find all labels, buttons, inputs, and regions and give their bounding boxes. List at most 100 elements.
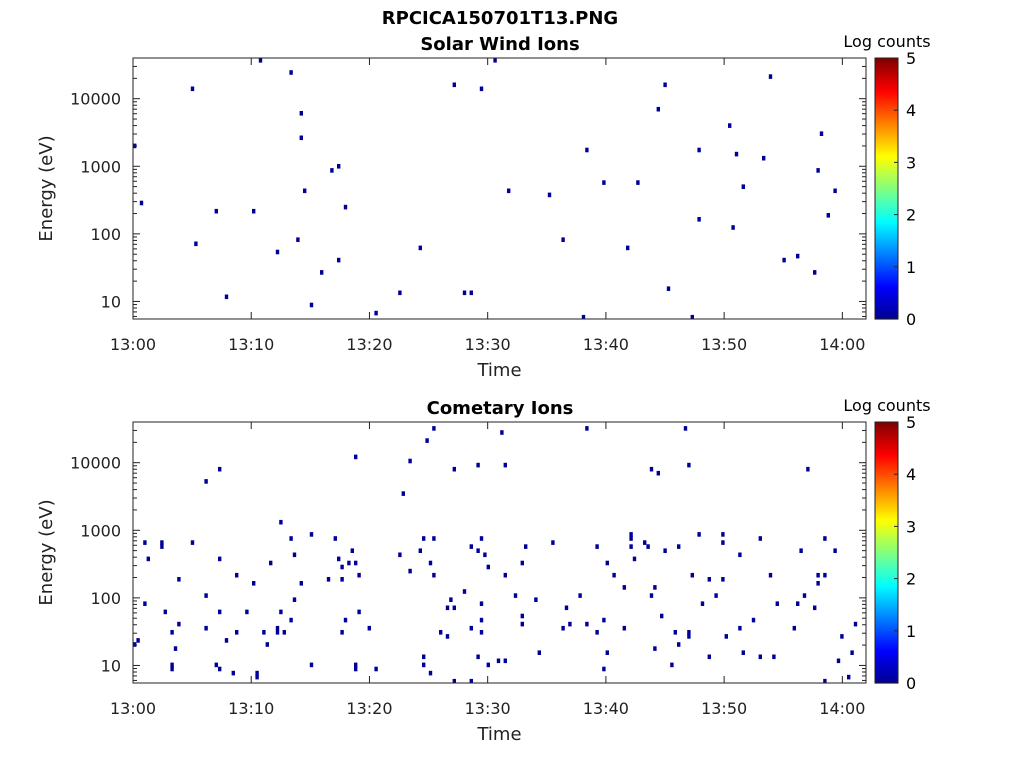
- colorbar-segment: [875, 545, 898, 549]
- colorbar-label: Log counts: [843, 32, 930, 51]
- colorbar-segment: [875, 203, 898, 207]
- heatmap-cell: [255, 674, 259, 680]
- colorbar-segment: [875, 131, 898, 135]
- colorbar-segment: [875, 94, 898, 98]
- heatmap-cell: [738, 552, 742, 558]
- heatmap-cell: [476, 548, 480, 553]
- colorbar-segment: [875, 279, 898, 283]
- heatmap-cell: [632, 556, 637, 562]
- heatmap-cell: [840, 634, 844, 639]
- colorbar-segment: [875, 430, 898, 434]
- heatmap-cell: [700, 601, 705, 606]
- heatmap-cell: [629, 532, 633, 537]
- x-tick-label: 14:00: [819, 335, 865, 354]
- colorbar-segment: [875, 445, 898, 449]
- colorbar-segment: [875, 580, 898, 584]
- heatmap-cell: [687, 634, 691, 639]
- colorbar-segment: [875, 667, 898, 671]
- heatmap-cell: [218, 666, 222, 672]
- colorbar-segment: [875, 450, 898, 454]
- colorbar-segment: [875, 223, 898, 227]
- colorbar-segment: [875, 615, 898, 619]
- heatmap-cell: [190, 540, 195, 545]
- heatmap-cell: [422, 654, 426, 660]
- colorbar-segment: [875, 552, 898, 556]
- colorbar-segment: [875, 284, 898, 287]
- colorbar-segment: [875, 177, 898, 181]
- heatmap-cell: [452, 678, 456, 684]
- heatmap-cell: [819, 131, 824, 136]
- x-tick-label: 13:20: [346, 699, 392, 718]
- heatmap-cell: [340, 564, 344, 570]
- colorbar-segment: [875, 155, 898, 159]
- colorbar-segment: [875, 456, 898, 460]
- heatmap-cell: [173, 646, 178, 651]
- colorbar-segment: [875, 171, 898, 174]
- heatmap-cell: [585, 621, 589, 627]
- colorbar-segment: [875, 650, 898, 654]
- heatmap-cell: [258, 58, 263, 63]
- heatmap-cell: [758, 536, 762, 541]
- heatmap-cell: [762, 155, 766, 161]
- colorbar-tick-label: 0: [906, 674, 916, 693]
- heatmap-cell: [326, 577, 331, 582]
- heatmap-cell: [439, 630, 443, 635]
- heatmap-cell: [479, 536, 484, 541]
- x-axis-label: Time: [476, 724, 521, 745]
- panel-title: Cometary Ions: [427, 398, 574, 419]
- heatmap-cell: [357, 609, 361, 615]
- colorbar-segment: [875, 563, 898, 567]
- colorbar-segment: [875, 517, 898, 521]
- heatmap-cell: [299, 111, 303, 116]
- colorbar-segment: [875, 134, 898, 137]
- colorbar-segment: [875, 646, 898, 649]
- colorbar-segment: [875, 435, 898, 438]
- colorbar-segment: [875, 297, 898, 301]
- heatmap-cell: [687, 462, 691, 468]
- colorbar-segment: [875, 295, 898, 298]
- heatmap-cell: [622, 625, 626, 631]
- heatmap-cell: [816, 581, 820, 586]
- colorbar-segment: [875, 482, 898, 486]
- x-tick-label: 13:10: [228, 699, 274, 718]
- heatmap-cell: [741, 650, 745, 655]
- colorbar-segment: [875, 240, 898, 244]
- heatmap-cell: [653, 646, 657, 651]
- heatmap-cell: [432, 426, 436, 431]
- plot-frame: [132, 421, 867, 684]
- heatmap-cell: [279, 609, 283, 615]
- colorbar-segment: [875, 316, 898, 320]
- colorbar-segment: [875, 101, 898, 105]
- heatmap-cell: [500, 430, 504, 435]
- colorbar-segment: [875, 632, 898, 636]
- heatmap-cell: [595, 630, 599, 635]
- colorbar-label: Log counts: [843, 396, 930, 415]
- spectrogram: [133, 58, 837, 320]
- x-tick-label: 13:40: [583, 699, 629, 718]
- colorbar-segment: [875, 192, 898, 196]
- colorbar-segment: [875, 626, 898, 630]
- heatmap-cell: [479, 630, 484, 635]
- y-axis-label: Energy (eV): [36, 499, 57, 605]
- colorbar-segment: [875, 208, 898, 211]
- colorbar-segment: [875, 125, 898, 129]
- colorbar-segment: [875, 168, 898, 172]
- heatmap-cell: [177, 577, 181, 582]
- heatmap-cell: [836, 658, 841, 664]
- colorbar-segment: [875, 619, 898, 623]
- heatmap-cell: [432, 536, 436, 541]
- colorbar-segment: [875, 472, 898, 475]
- heatmap-cell: [626, 245, 630, 251]
- colorbar-segment: [875, 467, 898, 471]
- colorbar-segment: [875, 88, 898, 92]
- colorbar-segment: [875, 574, 898, 578]
- heatmap-cell: [350, 548, 354, 553]
- heatmap-cell: [357, 572, 361, 578]
- heatmap-cell: [534, 597, 538, 602]
- heatmap-cell: [792, 625, 796, 631]
- heatmap-cell: [255, 670, 259, 676]
- colorbar-segment: [875, 277, 898, 281]
- heatmap-cell: [452, 466, 456, 472]
- heatmap-cell: [677, 642, 681, 647]
